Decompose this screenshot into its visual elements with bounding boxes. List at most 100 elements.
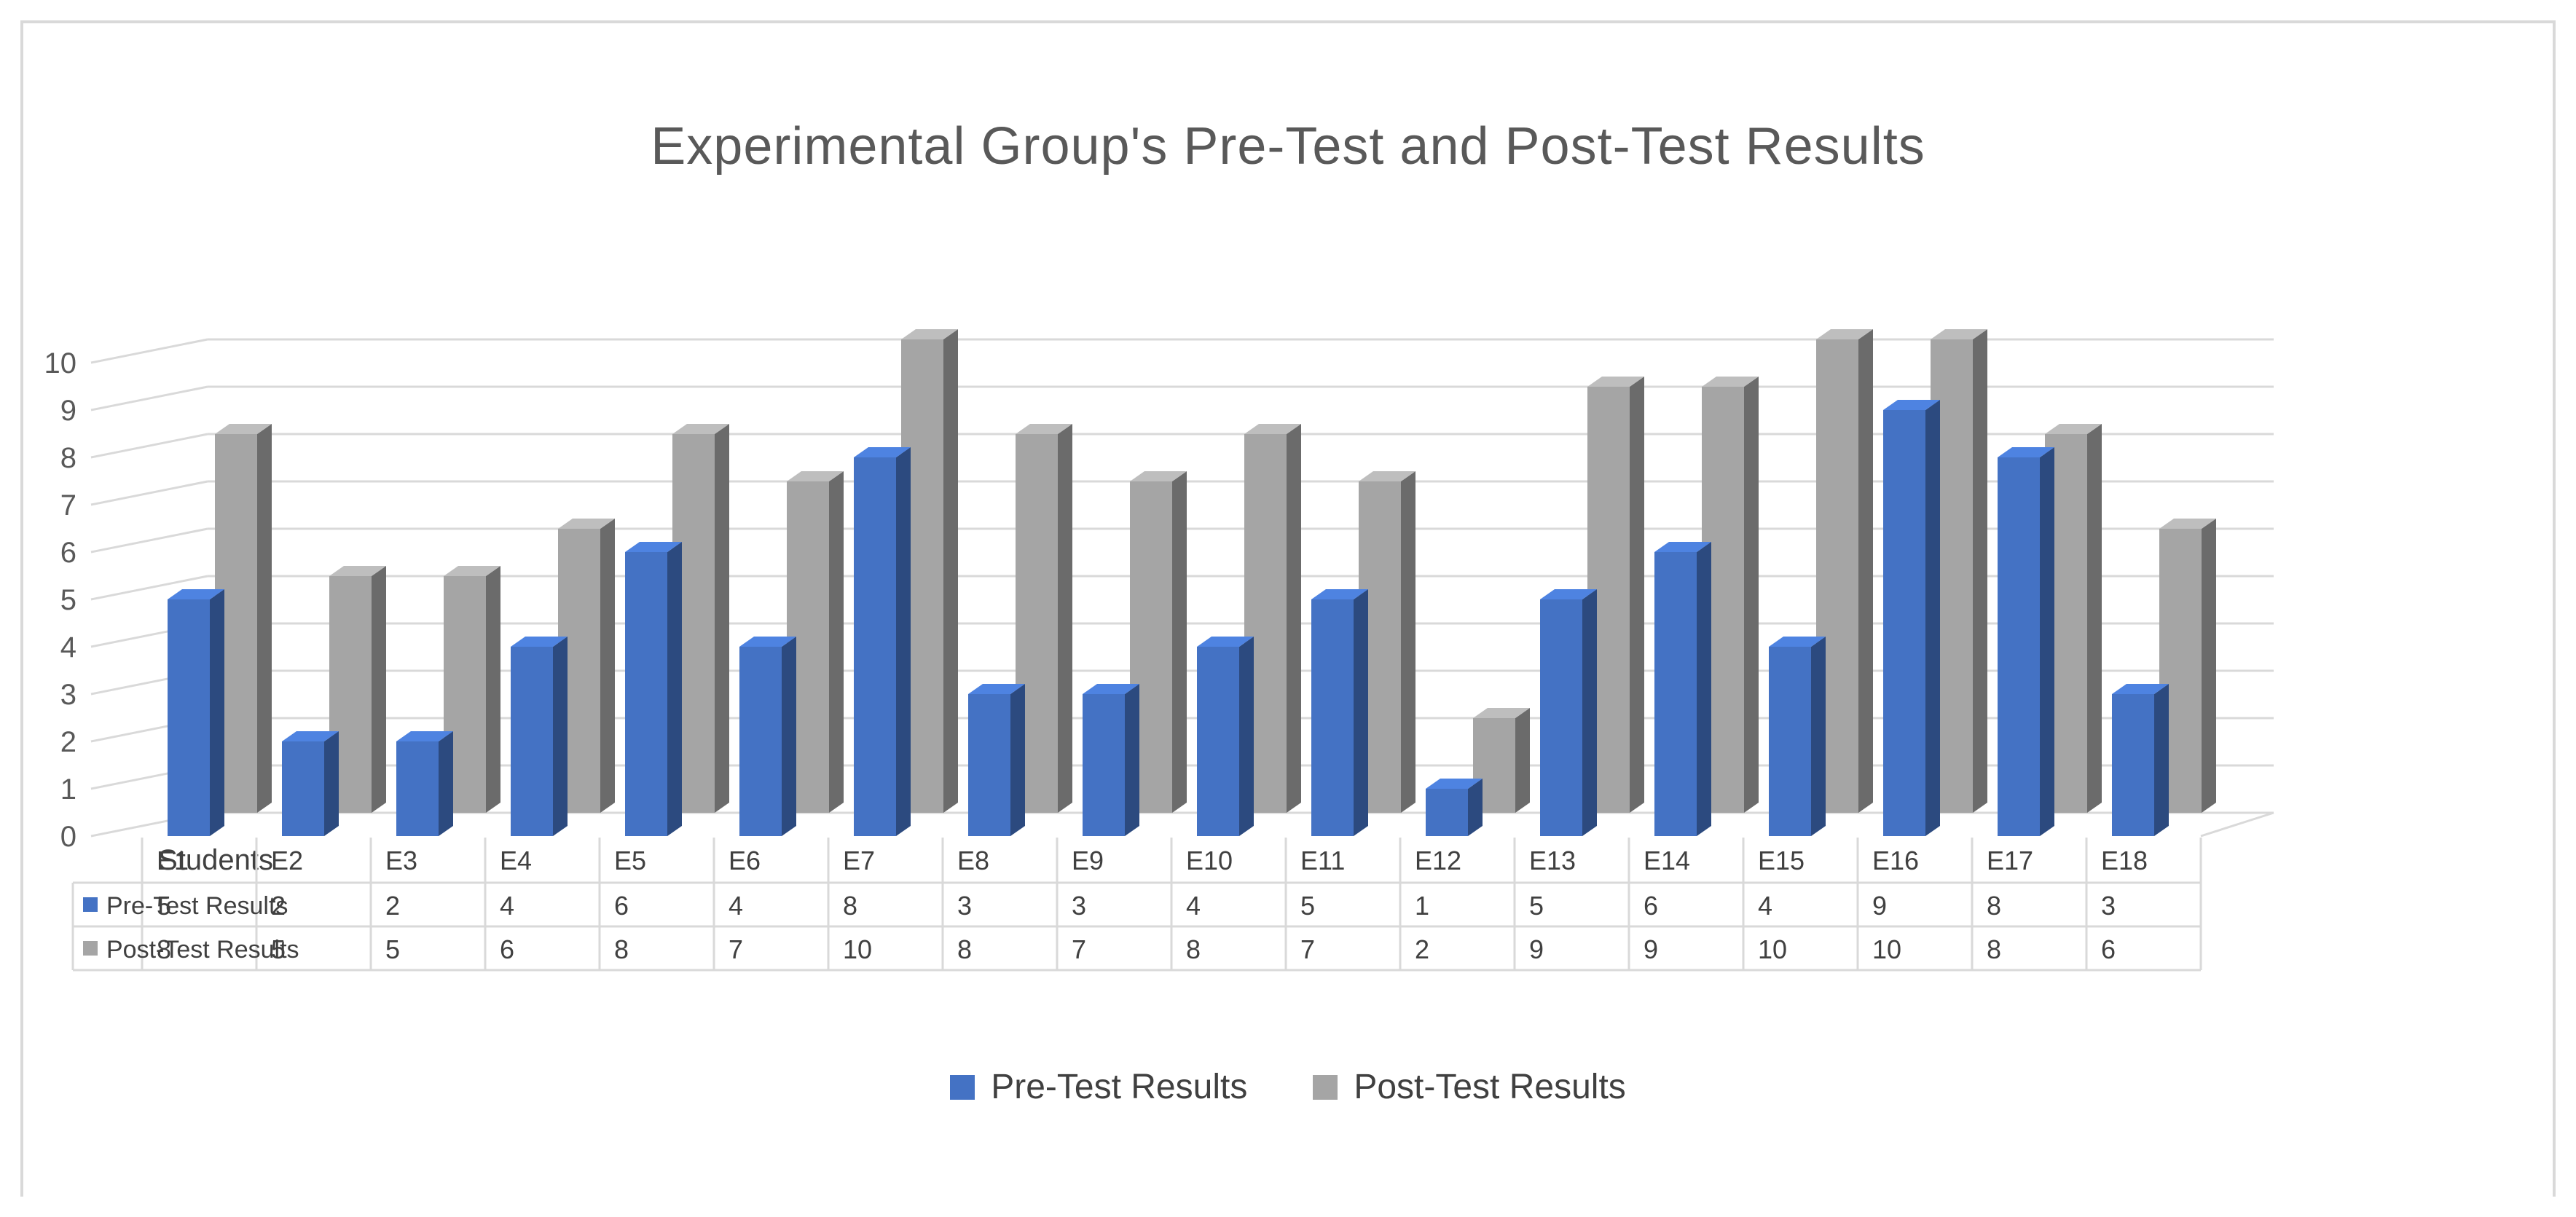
bar-pre-E2-side: [324, 731, 339, 836]
bar-post-E8-side: [1058, 424, 1072, 813]
x-tick-label-E10: E10: [1186, 846, 1233, 875]
x-tick-label-E7: E7: [843, 846, 875, 875]
y-tick-label-0: 0: [60, 821, 76, 853]
x-tick-label-E18: E18: [2101, 846, 2148, 875]
data-label-1-E8: 8: [957, 934, 972, 964]
data-label-0-E10: 4: [1186, 891, 1201, 921]
bar-pre-E7-top: [854, 447, 911, 457]
bar-pre-E17: [1998, 457, 2040, 836]
data-label-0-E11: 5: [1300, 891, 1315, 921]
bar-pre-E10-side: [1239, 637, 1254, 836]
data-label-1-E13: 9: [1529, 934, 1544, 964]
bar-post-E13-top: [1587, 377, 1644, 387]
bar-pre-E7: [854, 457, 896, 836]
bar-pre-E5: [625, 552, 667, 836]
data-label-1-E3: 5: [385, 934, 400, 964]
x-tick-label-E8: E8: [957, 846, 989, 875]
data-label-1-E7: 10: [843, 934, 872, 964]
bar-pre-E8-side: [1010, 684, 1025, 836]
bar-pre-E18-side: [2154, 684, 2169, 836]
bar-pre-E16-top: [1883, 400, 1940, 410]
floor-edge: [2200, 811, 2274, 838]
bar-post-E10-side: [1287, 424, 1301, 813]
bar-pre-E14-top: [1654, 542, 1711, 552]
bar-pre-E4: [511, 647, 553, 836]
bar-pre-E3: [396, 741, 439, 836]
data-label-1-E2: 5: [271, 934, 286, 964]
legend-label-post-test: Post-Test Results: [1354, 1068, 1626, 1106]
table-legend-key-0: [83, 897, 98, 912]
bar-pre-E5-side: [667, 542, 682, 836]
bar-post-E4-side: [600, 519, 615, 813]
y-tick-label-7: 7: [60, 489, 76, 521]
data-label-0-E17: 8: [1987, 891, 2001, 921]
bar-pre-E17-top: [1998, 447, 2054, 457]
bar-pre-E10-top: [1197, 637, 1254, 647]
bar-pre-E17-side: [2040, 447, 2054, 836]
bar-pre-E13-top: [1540, 589, 1597, 599]
data-label-0-E4: 4: [500, 891, 514, 921]
bar-pre-E8-top: [968, 684, 1025, 694]
x-tick-label-E12: E12: [1415, 846, 1461, 875]
bar-pre-E8: [968, 694, 1010, 836]
bar-pre-E9-side: [1125, 684, 1139, 836]
bar-post-E7-side: [943, 329, 958, 813]
bar-post-E17-side: [2087, 424, 2102, 813]
data-label-0-E12: 1: [1415, 891, 1429, 921]
gridline-side-7: [90, 480, 208, 506]
bar-post-E11-top: [1359, 471, 1415, 481]
bar-pre-E15-side: [1811, 637, 1826, 836]
data-label-0-E18: 3: [2101, 891, 2116, 921]
bar-post-E18-top: [2159, 519, 2216, 529]
bar-post-E3-top: [444, 566, 500, 576]
x-tick-label-E2: E2: [271, 846, 303, 875]
bar-post-E18-side: [2202, 519, 2216, 813]
bar-pre-E7-side: [896, 447, 911, 836]
y-tick-label-9: 9: [60, 395, 76, 427]
bar-post-E2-top: [329, 566, 386, 576]
bar-post-E16-top: [1931, 329, 1987, 339]
x-tick-label-E5: E5: [614, 846, 646, 875]
bar-pre-E16-side: [1925, 400, 1940, 836]
bar-pre-E15: [1769, 647, 1811, 836]
data-label-0-E16: 9: [1872, 891, 1887, 921]
data-label-0-E9: 3: [1072, 891, 1086, 921]
bar-post-E14-side: [1744, 377, 1759, 813]
bar-pre-E14-side: [1697, 542, 1711, 836]
data-label-1-E14: 9: [1644, 934, 1658, 964]
bar-post-E11-side: [1401, 471, 1415, 813]
table-row-label-1: Post-Test Results: [106, 936, 299, 964]
x-tick-label-E3: E3: [385, 846, 417, 875]
bar-post-E7-top: [901, 329, 958, 339]
bar-post-E10-top: [1244, 424, 1301, 434]
bar-pre-E15-top: [1769, 637, 1826, 647]
x-tick-label-E16: E16: [1872, 846, 1919, 875]
bar-pre-E12-side: [1468, 779, 1483, 836]
bar-pre-E6-top: [739, 637, 796, 647]
bar-pre-E4-top: [511, 637, 568, 647]
bar-pre-E14: [1654, 552, 1697, 836]
x-tick-label-E11: E11: [1300, 846, 1345, 875]
bar-post-E13-side: [1630, 377, 1644, 813]
data-label-1-E6: 7: [729, 934, 743, 964]
data-label-1-E12: 2: [1415, 934, 1429, 964]
x-tick-label-E4: E4: [500, 846, 532, 875]
bar-post-E8-top: [1016, 424, 1072, 434]
gridline-side-6: [90, 527, 208, 554]
data-label-1-E18: 6: [2101, 934, 2116, 964]
data-label-0-E14: 6: [1644, 891, 1658, 921]
data-label-0-E6: 4: [729, 891, 743, 921]
bar-pre-E6-side: [782, 637, 796, 836]
legend-item-post-test: Post-Test Results: [1313, 1067, 1626, 1107]
data-label-1-E1: 8: [157, 934, 171, 964]
bar-pre-E12-top: [1426, 779, 1483, 789]
data-label-0-E3: 2: [385, 891, 400, 921]
bar-pre-E2: [282, 741, 324, 836]
bar-post-E15-top: [1816, 329, 1873, 339]
y-tick-label-8: 8: [60, 442, 76, 474]
legend: Pre-Test Results Post-Test Results: [0, 1067, 2576, 1107]
data-label-0-E13: 5: [1529, 891, 1544, 921]
data-label-1-E17: 8: [1987, 934, 2001, 964]
gridline-side-8: [90, 433, 208, 459]
y-tick-label-1: 1: [60, 773, 76, 806]
